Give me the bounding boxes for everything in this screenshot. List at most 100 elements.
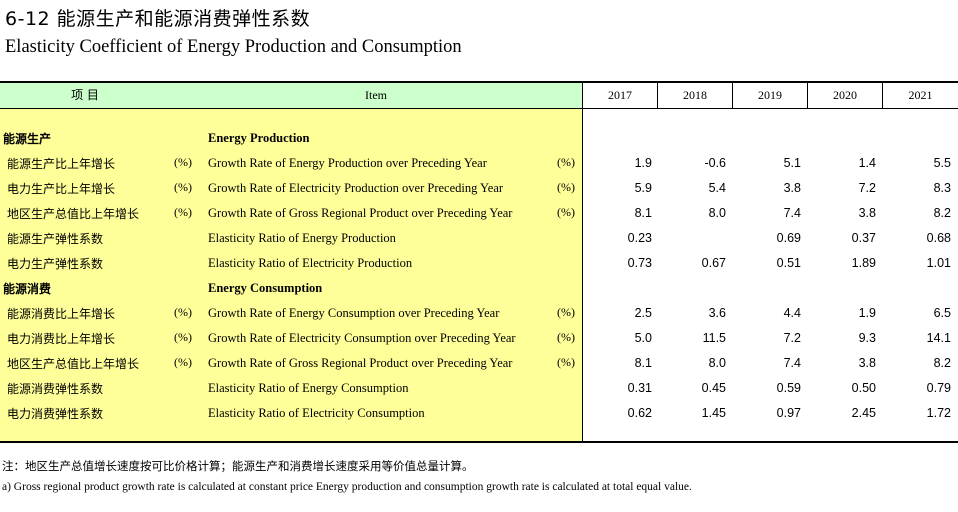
item-name-en: Growth Rate of Electricity Production ov… <box>208 181 504 195</box>
value-cell: 5.1 <box>783 156 801 170</box>
header-year: 2018 <box>683 88 707 102</box>
value-cell: 0.23 <box>627 231 652 245</box>
value-cell: 0.97 <box>776 406 801 420</box>
value-cell: 9.3 <box>858 331 876 345</box>
item-name-en: Growth Rate of Gross Regional Product ov… <box>208 206 513 220</box>
table-row: 电力生产比上年增长 (%) Growth Rate of Electricity P… <box>0 176 958 201</box>
item-name-cn: 能源消费 <box>3 282 52 296</box>
unit-cn: (%) <box>174 155 192 169</box>
value-cell: 0.73 <box>627 256 652 270</box>
column-divider <box>732 83 733 108</box>
value-cell: 0.68 <box>926 231 951 245</box>
table-top-rule <box>0 81 958 83</box>
value-cell: 5.5 <box>933 156 951 170</box>
value-cell: 0.31 <box>627 381 652 395</box>
unit-en: (%) <box>557 330 575 344</box>
unit-cn: (%) <box>174 205 192 219</box>
value-cell: 1.4 <box>858 156 876 170</box>
column-divider <box>657 83 658 108</box>
table-row: 能源生产比上年增长 (%) Growth Rate of Energy Produc… <box>0 151 958 176</box>
unit-en: (%) <box>557 355 575 369</box>
footnote-en: a) Gross regional product growth rate is… <box>2 481 692 493</box>
item-name-en: Growth Rate of Gross Regional Product ov… <box>208 356 513 370</box>
value-cell: 0.37 <box>851 231 876 245</box>
item-name-cn: 能源生产比上年增长 <box>7 157 116 171</box>
column-divider <box>882 83 883 108</box>
value-cell: 14.1 <box>926 331 951 345</box>
value-cell: 0.51 <box>776 256 801 270</box>
value-cell: 2.5 <box>634 306 652 320</box>
item-name-cn: 电力消费弹性系数 <box>7 407 104 421</box>
table-row: 地区生产总值比上年增长 (%) Growth Rate of Gross Regio… <box>0 201 958 226</box>
value-cell: 8.2 <box>933 206 951 220</box>
item-name-cn: 能源消费弹性系数 <box>7 382 104 396</box>
item-name-en: Elasticity Ratio of Electricity Producti… <box>208 256 413 270</box>
table-row: 地区生产总值比上年增长 (%) Growth Rate of Gross Regio… <box>0 351 958 376</box>
table-row: 能源消费比上年增长 (%) Growth Rate of Energy Consum… <box>0 301 958 326</box>
item-name-cn: 电力消费比上年增长 <box>7 332 116 346</box>
value-cell: 1.45 <box>701 406 726 420</box>
value-cell: 1.9 <box>858 306 876 320</box>
unit-cn: (%) <box>174 180 192 194</box>
item-column-background <box>0 83 582 441</box>
table-bottom-rule <box>0 441 958 443</box>
page-title-en: Elasticity Coefficient of Energy Product… <box>5 37 462 57</box>
page-title-cn: 6-12 能源生产和能源消费弹性系数 <box>5 8 311 30</box>
value-cell: 8.1 <box>634 206 652 220</box>
item-name-cn: 地区生产总值比上年增长 <box>7 357 140 371</box>
item-name-cn: 能源生产弹性系数 <box>7 232 104 246</box>
table-row: 能源消费弹性系数 Elasticity Ratio of Energy Consu… <box>0 376 958 401</box>
item-name-en: Growth Rate of Electricity Consumption o… <box>208 331 516 345</box>
table-row: 电力消费比上年增长 (%) Growth Rate of Electricity C… <box>0 326 958 351</box>
value-cell: 8.3 <box>933 181 951 195</box>
column-divider <box>807 83 808 108</box>
value-cell: 7.4 <box>783 206 801 220</box>
value-cell: 7.2 <box>858 181 876 195</box>
value-cell: 0.45 <box>701 381 726 395</box>
header-year: 2020 <box>833 88 857 102</box>
table-row: 电力生产弹性系数 Elasticity Ratio of Electricity … <box>0 251 958 276</box>
value-cell: 0.59 <box>776 381 801 395</box>
value-cell: 7.4 <box>783 356 801 370</box>
value-cell: 0.62 <box>627 406 652 420</box>
value-cell: 4.4 <box>783 306 801 320</box>
value-cell: 1.72 <box>926 406 951 420</box>
unit-cn: (%) <box>174 355 192 369</box>
unit-cn: (%) <box>174 330 192 344</box>
section-row: 能源消费 Energy Consumption <box>0 276 958 301</box>
value-cell: 5.4 <box>708 181 726 195</box>
value-cell: 5.0 <box>634 331 652 345</box>
header-bottom-rule <box>0 108 958 109</box>
value-cell: 8.2 <box>933 356 951 370</box>
item-name-cn: 电力生产比上年增长 <box>7 182 116 196</box>
value-cell: 2.45 <box>851 406 876 420</box>
unit-cn: (%) <box>174 305 192 319</box>
value-cell: 0.69 <box>776 231 801 245</box>
item-name-cn: 能源生产 <box>3 132 52 146</box>
item-name-en: Elasticity Ratio of Energy Consumption <box>208 381 409 395</box>
value-cell: 3.8 <box>858 356 876 370</box>
item-name-cn: 能源消费比上年增长 <box>7 307 116 321</box>
value-cell: 7.2 <box>783 331 801 345</box>
value-cell: 8.0 <box>708 356 726 370</box>
value-cell: 8.0 <box>708 206 726 220</box>
item-name-en: Growth Rate of Energy Production over Pr… <box>208 156 487 170</box>
section-row: 能源生产 Energy Production <box>0 126 958 151</box>
header-item-cn: 项 目 <box>71 88 99 102</box>
value-cell: 0.50 <box>851 381 876 395</box>
value-cell: 1.01 <box>926 256 951 270</box>
value-cell: 8.1 <box>634 356 652 370</box>
item-name-cn: 电力生产弹性系数 <box>7 257 104 271</box>
item-name-en: Elasticity Ratio of Energy Production <box>208 231 396 245</box>
value-cell: 5.9 <box>634 181 652 195</box>
item-name-en: Elasticity Ratio of Electricity Consumpt… <box>208 406 425 420</box>
data-table: 项 目 Item 2017 2018 2019 2020 2021 能源生产 En… <box>0 81 958 443</box>
unit-en: (%) <box>557 155 575 169</box>
value-cell: 1.89 <box>851 256 876 270</box>
header-year: 2019 <box>758 88 782 102</box>
item-name-en: Energy Consumption <box>208 281 323 295</box>
value-cell: 3.6 <box>708 306 726 320</box>
value-cell: 11.5 <box>702 331 726 345</box>
item-name-en: Energy Production <box>208 131 310 145</box>
value-cell: 0.79 <box>926 381 951 395</box>
